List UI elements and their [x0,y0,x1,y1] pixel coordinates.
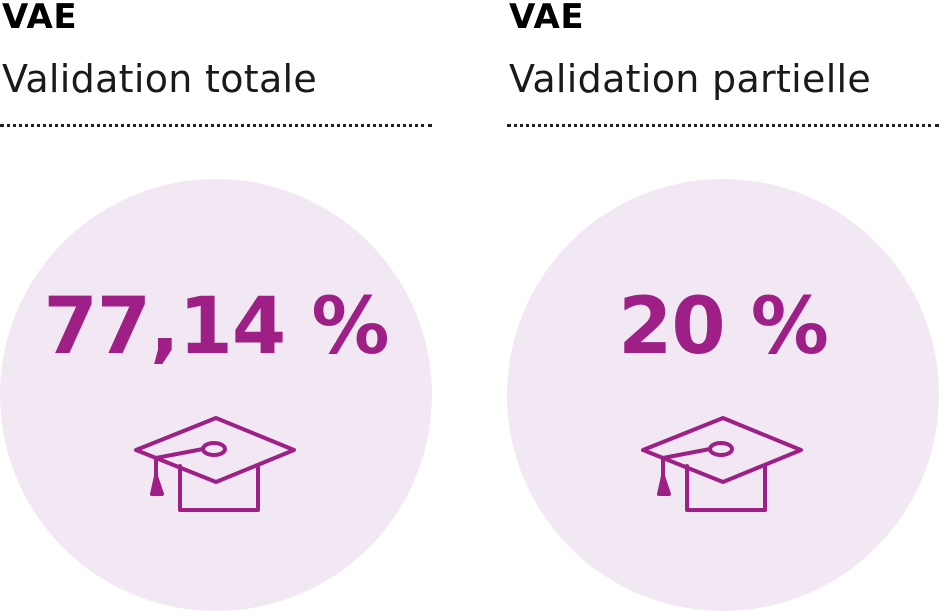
stat-label: Validation totale [2,57,318,101]
stat-partial-validation: VAE Validation partielle 20 % [507,0,939,611]
stat-total-validation: VAE Validation totale 77,14 % [0,0,432,611]
stat-value: 20 % [618,282,829,372]
stat-kicker: VAE [509,0,585,37]
stat-value: 77,14 % [43,282,389,372]
stat-disc [0,179,432,611]
graduation-cap-icon [641,416,803,512]
graduation-cap-icon [134,416,296,512]
stat-kicker: VAE [2,0,78,37]
stat-disc [507,179,939,611]
dotted-divider [507,124,939,127]
dotted-divider [0,124,432,127]
stat-label: Validation partielle [509,57,872,101]
